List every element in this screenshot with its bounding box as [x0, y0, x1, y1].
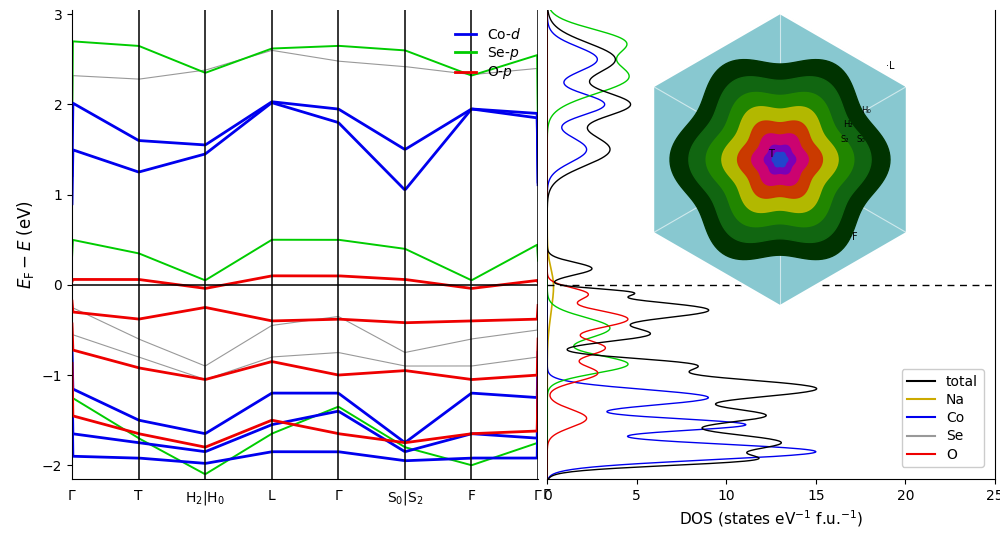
Polygon shape — [653, 13, 907, 306]
Polygon shape — [689, 77, 871, 242]
Legend: total, Na, Co, Se, O: total, Na, Co, Se, O — [902, 370, 984, 467]
Polygon shape — [738, 121, 822, 198]
Polygon shape — [772, 153, 788, 167]
Text: $\Gamma$: $\Gamma$ — [542, 488, 552, 502]
Polygon shape — [722, 107, 838, 213]
Text: S₀: S₀ — [856, 135, 865, 144]
Legend: Co-$d$, Se-$p$, O-$p$: Co-$d$, Se-$p$, O-$p$ — [449, 22, 526, 87]
X-axis label: DOS (states eV$^{-1}$ f.u.$^{-1}$): DOS (states eV$^{-1}$ f.u.$^{-1}$) — [679, 508, 863, 529]
Text: H₀: H₀ — [861, 105, 871, 115]
Text: S₂: S₂ — [840, 135, 849, 144]
Text: ·F: ·F — [849, 232, 858, 242]
Text: T: T — [768, 149, 774, 159]
Polygon shape — [670, 60, 890, 260]
Polygon shape — [752, 134, 808, 186]
Text: ·L: ·L — [886, 61, 894, 70]
Polygon shape — [706, 93, 854, 227]
Y-axis label: $E_{\mathrm{F}} - E$ (eV): $E_{\mathrm{F}} - E$ (eV) — [15, 200, 36, 289]
Polygon shape — [764, 146, 796, 174]
Text: H₂: H₂ — [843, 120, 853, 129]
